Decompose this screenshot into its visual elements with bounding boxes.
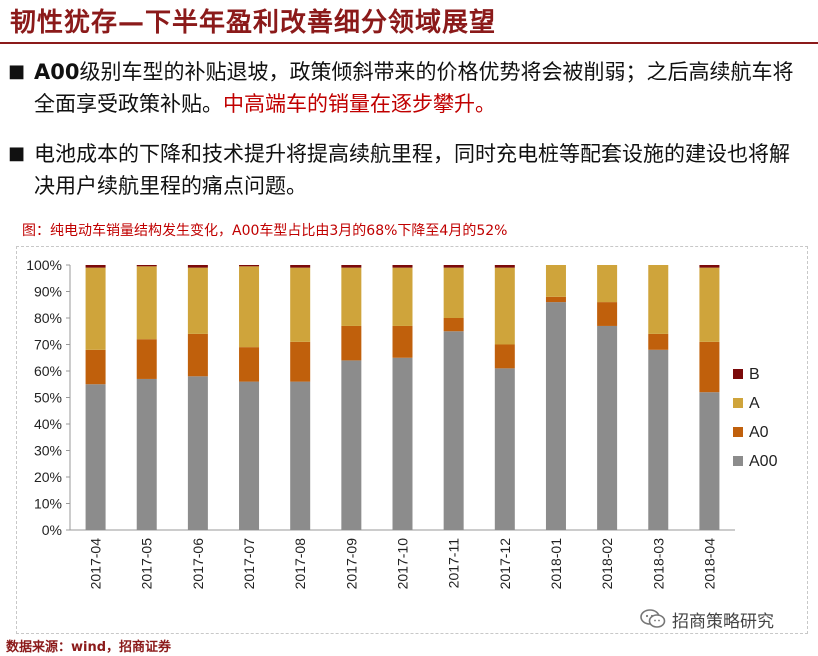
x-tick-label: 2018-01 bbox=[548, 538, 564, 590]
x-tick-label: 2017-07 bbox=[241, 538, 257, 590]
stacked-bar-chart: 0% 10% 20% 30% 40% 50% 60% 70% 80% 90% 100% 2017-04… bbox=[26, 257, 778, 590]
bar-A-2017-07 bbox=[239, 266, 260, 348]
bar-A00-2017-09 bbox=[341, 360, 362, 530]
bar-A-2017-05 bbox=[136, 266, 157, 340]
bar-A-2018-02 bbox=[597, 265, 618, 303]
y-tick-label: 90% bbox=[34, 284, 62, 300]
bar-A00-2017-06 bbox=[187, 376, 208, 530]
bar-A00-2017-12 bbox=[494, 368, 515, 530]
legend-label-A: A bbox=[749, 395, 760, 412]
bullet-highlight: 中高端车的销量在逐步攀升。 bbox=[223, 92, 496, 116]
bar-A0-2018-04 bbox=[699, 341, 720, 393]
bar-A0-2017-08 bbox=[290, 341, 311, 382]
legend-swatch-A00 bbox=[733, 456, 743, 466]
bar-A0-2017-11 bbox=[443, 318, 464, 332]
y-tick-label: 20% bbox=[34, 469, 62, 485]
x-tick-label: 2017-04 bbox=[88, 538, 104, 590]
bar-A0-2017-04 bbox=[85, 349, 106, 385]
bar-B-2017-04 bbox=[85, 265, 106, 268]
legend-swatch-A bbox=[733, 398, 743, 408]
bar-A-2018-01 bbox=[545, 265, 566, 297]
y-tick-label: 60% bbox=[34, 363, 62, 379]
bullet-square-icon: ■ bbox=[8, 143, 26, 164]
x-tick-label: 2017-05 bbox=[139, 538, 155, 590]
x-tick-label: 2017-11 bbox=[446, 538, 462, 589]
bar-A00-2017-04 bbox=[85, 384, 106, 530]
bar-A-2017-09 bbox=[341, 267, 362, 326]
y-tick-label: 40% bbox=[34, 416, 62, 432]
chart-container: 0% 10% 20% 30% 40% 50% 60% 70% 80% 90% 100% 2017-04… bbox=[16, 246, 808, 634]
bar-B-2018-04 bbox=[699, 265, 720, 268]
bar-A0-2017-09 bbox=[341, 325, 362, 361]
bullet-bold-prefix: A00 bbox=[34, 60, 80, 84]
bar-A00-2018-03 bbox=[648, 349, 669, 530]
title-divider bbox=[0, 42, 818, 44]
legend-label-B: B bbox=[749, 366, 760, 383]
bullet-square-icon: ■ bbox=[8, 61, 26, 82]
bullet-text-2: 电池成本的下降和技术提升将提高续航里程，同时充电桩等配套设施的建设也将解决用户续… bbox=[34, 138, 809, 202]
data-source: 数据来源：wind，招商证券 bbox=[6, 640, 172, 655]
bar-A0-2017-07 bbox=[239, 347, 260, 382]
bar-A00-2017-11 bbox=[443, 331, 464, 530]
legend-label-A00: A00 bbox=[749, 453, 778, 470]
bar-A0-2018-01 bbox=[545, 296, 566, 303]
bar-A-2018-04 bbox=[699, 267, 720, 342]
bar-A00-2017-10 bbox=[392, 357, 413, 530]
x-tick-label: 2017-12 bbox=[497, 538, 513, 590]
x-tick-label: 2018-02 bbox=[599, 538, 615, 590]
bar-A0-2017-06 bbox=[187, 333, 208, 377]
y-tick-label: 70% bbox=[34, 337, 62, 353]
x-tick-label: 2017-08 bbox=[292, 538, 308, 590]
bar-A-2018-03 bbox=[648, 265, 669, 334]
y-tick-label: 100% bbox=[26, 257, 62, 273]
y-tick-label: 80% bbox=[34, 310, 62, 326]
bar-A00-2018-02 bbox=[597, 325, 618, 530]
wechat-logo: 招商策略研究 bbox=[640, 607, 774, 632]
bar-A-2017-10 bbox=[392, 267, 413, 326]
bar-A00-2017-07 bbox=[239, 381, 260, 530]
bullet-body: 电池成本的下降和技术提升将提高续航里程，同时充电桩等配套设施的建设也将解决用户续… bbox=[34, 142, 790, 198]
x-tick-label: 2017-06 bbox=[190, 538, 206, 590]
bar-B-2017-08 bbox=[290, 265, 311, 268]
wechat-icon bbox=[640, 609, 666, 628]
bar-A-2017-08 bbox=[290, 267, 311, 342]
bar-A-2017-04 bbox=[85, 267, 106, 350]
y-tick-label: 50% bbox=[34, 390, 62, 406]
bar-A00-2018-01 bbox=[545, 302, 566, 530]
bullet-body: 级别车型的补贴退坡，政策倾斜带来的价格优势将会被削弱；之后高续航车将全面享受政策… bbox=[34, 60, 794, 116]
x-tick-label: 2017-10 bbox=[395, 538, 411, 590]
bar-B-2017-12 bbox=[494, 265, 515, 268]
x-tick-label: 2018-04 bbox=[701, 538, 717, 590]
page-title: 韧性犹存—下半年盈利改善细分领域展望 bbox=[10, 8, 497, 38]
y-tick-label: 30% bbox=[34, 443, 62, 459]
legend-swatch-B bbox=[733, 369, 743, 379]
bar-B-2017-06 bbox=[187, 265, 208, 268]
bar-A0-2017-12 bbox=[494, 344, 515, 369]
y-tick-label: 10% bbox=[34, 496, 62, 512]
bar-A00-2017-08 bbox=[290, 381, 311, 530]
legend-label-A0: A0 bbox=[749, 424, 769, 441]
x-tick-label: 2018-03 bbox=[650, 538, 666, 590]
bar-A0-2017-05 bbox=[136, 339, 157, 379]
bar-B-2017-10 bbox=[392, 265, 413, 268]
bullet-text-1: A00级别车型的补贴退坡，政策倾斜带来的价格优势将会被削弱；之后高续航车将全面享… bbox=[34, 56, 809, 120]
bar-A-2017-12 bbox=[494, 267, 515, 345]
x-tick-label: 2017-09 bbox=[343, 538, 359, 590]
bar-B-2017-05 bbox=[136, 265, 157, 267]
y-tick-label: 0% bbox=[42, 522, 62, 538]
logo-text: 招商策略研究 bbox=[672, 611, 774, 632]
bar-A0-2017-10 bbox=[392, 325, 413, 358]
bar-B-2017-11 bbox=[443, 265, 464, 268]
chart-caption: 图：纯电动车销量结构发生变化，A00车型占比由3月的68%下降至4月的52% bbox=[22, 223, 508, 239]
bar-A-2017-06 bbox=[187, 267, 208, 334]
bar-B-2017-07 bbox=[239, 265, 260, 267]
bar-A-2017-11 bbox=[443, 267, 464, 318]
bar-A0-2018-03 bbox=[648, 333, 669, 350]
bar-A00-2017-05 bbox=[136, 378, 157, 530]
bar-A0-2018-02 bbox=[597, 302, 618, 326]
legend-swatch-A0 bbox=[733, 427, 743, 437]
bar-A00-2018-04 bbox=[699, 392, 720, 530]
bar-B-2017-09 bbox=[341, 265, 362, 268]
